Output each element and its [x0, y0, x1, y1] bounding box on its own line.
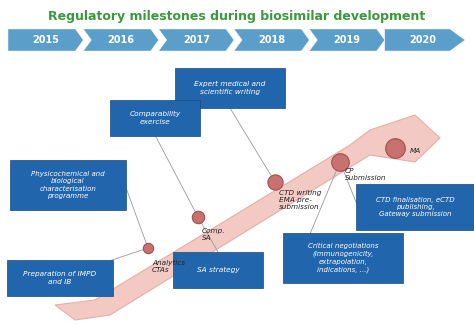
- FancyBboxPatch shape: [356, 184, 474, 230]
- Polygon shape: [310, 29, 385, 51]
- Point: [391, 145, 399, 151]
- FancyBboxPatch shape: [110, 100, 200, 135]
- Text: CP
Submission: CP Submission: [345, 168, 386, 181]
- FancyBboxPatch shape: [173, 253, 263, 288]
- Text: Regulatory milestones during biosimilar development: Regulatory milestones during biosimilar …: [48, 10, 426, 23]
- Polygon shape: [159, 29, 234, 51]
- Text: Critical negotiations
(immunogenicity,
extrapolation,
indications, ...): Critical negotiations (immunogenicity, e…: [308, 243, 378, 273]
- FancyBboxPatch shape: [175, 68, 285, 108]
- Text: 2018: 2018: [258, 35, 285, 45]
- Text: 2016: 2016: [108, 35, 135, 45]
- Text: CTD writing
EMA pre-
submission: CTD writing EMA pre- submission: [279, 190, 321, 210]
- FancyBboxPatch shape: [283, 233, 403, 283]
- Text: 2019: 2019: [334, 35, 361, 45]
- Point: [271, 179, 279, 185]
- Text: 2015: 2015: [32, 35, 59, 45]
- Text: Preparation of IMPD
and IB: Preparation of IMPD and IB: [23, 271, 97, 285]
- Text: Analytics
CTAs: Analytics CTAs: [152, 260, 185, 273]
- Text: 2020: 2020: [409, 35, 436, 45]
- Text: Expert medical and
scientific writing: Expert medical and scientific writing: [194, 81, 265, 95]
- Text: Physicochemical and
biological
characterisation
programme: Physicochemical and biological character…: [31, 171, 105, 199]
- Text: SA strategy: SA strategy: [197, 267, 239, 273]
- FancyBboxPatch shape: [10, 160, 126, 210]
- Text: Comparability
exercise: Comparability exercise: [129, 111, 181, 125]
- Point: [194, 215, 202, 220]
- Text: CTD finalisation, eCTD
publishing,
Gateway submission: CTD finalisation, eCTD publishing, Gatew…: [376, 196, 454, 217]
- FancyBboxPatch shape: [8, 260, 112, 296]
- Point: [144, 245, 152, 251]
- Polygon shape: [234, 29, 310, 51]
- Polygon shape: [55, 115, 440, 320]
- Polygon shape: [385, 29, 465, 51]
- Text: MA: MA: [410, 148, 421, 154]
- Point: [336, 159, 344, 165]
- Text: 2017: 2017: [183, 35, 210, 45]
- Polygon shape: [83, 29, 159, 51]
- Text: Comp.
SA: Comp. SA: [202, 228, 226, 241]
- Polygon shape: [8, 29, 83, 51]
